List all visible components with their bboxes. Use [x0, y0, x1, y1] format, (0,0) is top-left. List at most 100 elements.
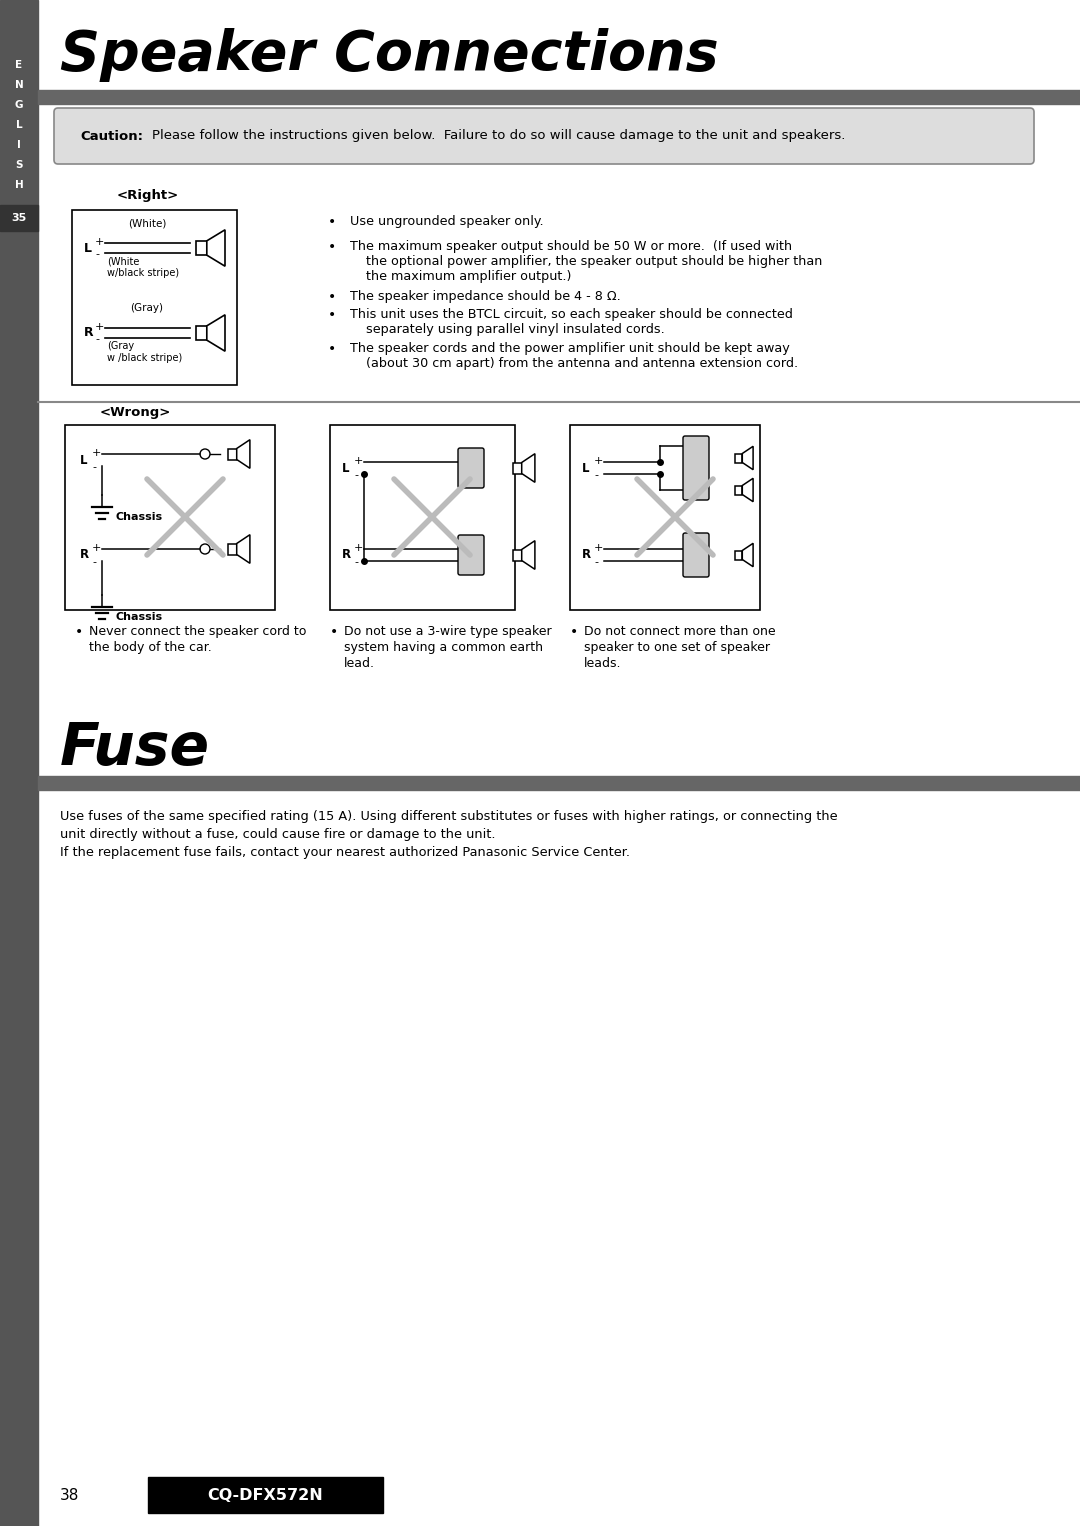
Text: •: •	[327, 290, 336, 304]
Polygon shape	[742, 543, 753, 566]
FancyBboxPatch shape	[458, 536, 484, 575]
Text: -: -	[95, 249, 99, 259]
Bar	[735, 551, 742, 560]
Text: Do not connect more than one: Do not connect more than one	[584, 626, 775, 638]
Text: (White): (White)	[127, 218, 166, 227]
Text: L: L	[16, 121, 23, 130]
Text: This unit uses the BTCL circuit, so each speaker should be connected: This unit uses the BTCL circuit, so each…	[350, 308, 793, 320]
Text: Fuse: Fuse	[60, 720, 211, 777]
Text: •: •	[327, 308, 336, 322]
Bar	[330, 426, 515, 610]
Bar	[38, 90, 1080, 104]
Text: Speaker Connections: Speaker Connections	[60, 27, 718, 82]
Text: If the replacement fuse fails, contact your nearest authorized Panasonic Service: If the replacement fuse fails, contact y…	[60, 845, 630, 859]
Text: speaker to one set of speaker: speaker to one set of speaker	[584, 641, 770, 655]
Text: -: -	[95, 334, 99, 343]
Bar	[570, 426, 760, 610]
Text: -: -	[354, 557, 357, 568]
FancyBboxPatch shape	[683, 436, 708, 501]
Text: -: -	[594, 557, 598, 568]
Text: Use fuses of the same specified rating (15 A). Using different substitutes or fu: Use fuses of the same specified rating (…	[60, 810, 838, 823]
Text: Please follow the instructions given below.  Failure to do so will cause damage : Please follow the instructions given bel…	[152, 130, 846, 142]
Text: Use ungrounded speaker only.: Use ungrounded speaker only.	[350, 215, 543, 227]
Text: 35: 35	[12, 214, 27, 223]
Text: +: +	[95, 237, 105, 247]
Text: lead.: lead.	[345, 658, 375, 670]
Bar	[65, 426, 275, 610]
Text: -: -	[92, 557, 96, 568]
Text: R: R	[84, 327, 94, 339]
Text: S: S	[15, 160, 23, 169]
Text: Chassis: Chassis	[114, 513, 162, 522]
Bar	[228, 449, 237, 459]
Text: the optional power amplifier, the speaker output should be higher than: the optional power amplifier, the speake…	[350, 255, 822, 269]
Polygon shape	[522, 453, 535, 482]
Bar	[513, 549, 522, 560]
Text: -: -	[594, 470, 598, 481]
Text: R: R	[342, 548, 351, 562]
Text: +: +	[354, 543, 363, 552]
Text: CQ-DFX572N: CQ-DFX572N	[207, 1488, 323, 1503]
Text: (White
w/black stripe): (White w/black stripe)	[107, 256, 179, 278]
Text: 38: 38	[60, 1488, 79, 1503]
Text: +: +	[95, 322, 105, 333]
Text: •: •	[327, 240, 336, 253]
Text: L: L	[84, 241, 92, 255]
Text: L: L	[582, 461, 590, 475]
Text: (about 30 cm apart) from the antenna and antenna extension cord.: (about 30 cm apart) from the antenna and…	[350, 357, 798, 369]
Text: •: •	[327, 342, 336, 356]
Text: •: •	[75, 626, 83, 639]
Text: +: +	[594, 543, 604, 552]
Text: R: R	[80, 548, 90, 562]
Text: -: -	[354, 470, 357, 481]
Bar	[197, 241, 206, 255]
Text: the maximum amplifier output.): the maximum amplifier output.)	[350, 270, 571, 282]
Polygon shape	[742, 446, 753, 470]
Text: L: L	[80, 453, 87, 467]
Bar	[513, 462, 522, 473]
Text: The maximum speaker output should be 50 W or more.  (If used with: The maximum speaker output should be 50 …	[350, 240, 792, 253]
Polygon shape	[206, 314, 225, 351]
Text: •: •	[330, 626, 338, 639]
Polygon shape	[237, 534, 249, 563]
Text: system having a common earth: system having a common earth	[345, 641, 543, 655]
Text: +: +	[92, 543, 102, 552]
Polygon shape	[522, 540, 535, 569]
FancyBboxPatch shape	[54, 108, 1034, 163]
Text: Chassis: Chassis	[114, 612, 162, 623]
Bar	[38, 777, 1080, 790]
Bar	[0, 0, 38, 1526]
Text: E: E	[15, 60, 23, 70]
Text: The speaker cords and the power amplifier unit should be kept away: The speaker cords and the power amplifie…	[350, 342, 789, 356]
Text: Do not use a 3-wire type speaker: Do not use a 3-wire type speaker	[345, 626, 552, 638]
Text: the body of the car.: the body of the car.	[89, 641, 212, 655]
Text: (Gray
w /black stripe): (Gray w /black stripe)	[107, 340, 183, 363]
Text: G: G	[15, 101, 24, 110]
Bar	[228, 543, 237, 554]
Text: The speaker impedance should be 4 - 8 Ω.: The speaker impedance should be 4 - 8 Ω.	[350, 290, 621, 304]
Text: I: I	[17, 140, 21, 150]
Bar	[72, 211, 237, 385]
Bar	[0, 204, 38, 230]
Text: Caution:: Caution:	[80, 130, 143, 142]
Text: separately using parallel vinyl insulated cords.: separately using parallel vinyl insulate…	[350, 324, 665, 336]
Text: H: H	[15, 180, 24, 191]
Text: <Right>: <Right>	[117, 189, 179, 201]
Text: +: +	[92, 449, 102, 458]
Text: •: •	[570, 626, 578, 639]
Bar	[148, 1477, 383, 1512]
Text: leads.: leads.	[584, 658, 621, 670]
Text: -: -	[92, 462, 96, 472]
Bar	[735, 485, 742, 494]
Text: unit directly without a fuse, could cause fire or damage to the unit.: unit directly without a fuse, could caus…	[60, 829, 496, 841]
FancyBboxPatch shape	[683, 533, 708, 577]
Bar	[197, 327, 206, 340]
Text: N: N	[15, 79, 24, 90]
Bar	[735, 453, 742, 462]
Polygon shape	[742, 478, 753, 502]
Text: +: +	[354, 456, 363, 465]
Polygon shape	[206, 230, 225, 266]
Polygon shape	[237, 439, 249, 468]
Text: (Gray): (Gray)	[131, 304, 163, 313]
Text: <Wrong>: <Wrong>	[99, 406, 171, 420]
